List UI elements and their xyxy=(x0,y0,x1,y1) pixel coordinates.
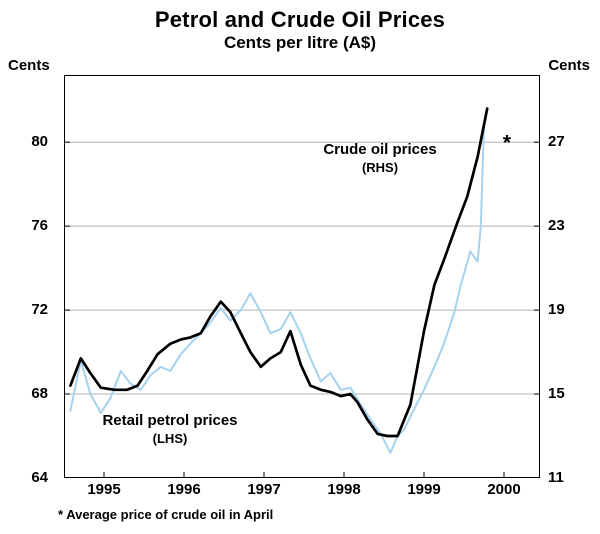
x-axis-tick-label-1997: 1997 xyxy=(247,481,281,498)
series-retail-petrol-line xyxy=(69,107,489,438)
left-axis-tick-label-68: 68 xyxy=(31,385,48,403)
right-axis-unit-label: Cents xyxy=(548,57,590,74)
annotation-crude-axis-note: (RHS) xyxy=(361,160,399,175)
plot-area: Crude oil prices (RHS) Retail petrol pri… xyxy=(64,75,540,478)
series-crude-oil-line xyxy=(69,122,485,454)
left-axis-tick-label-72: 72 xyxy=(31,301,48,319)
right-axis-tick-label-11: 11 xyxy=(548,469,564,486)
x-axis-tick-label-1996: 1996 xyxy=(167,481,201,498)
right-axis-tick-label-15: 15 xyxy=(548,385,565,403)
annotation-crude-label: Crude oil prices xyxy=(323,141,437,158)
x-axis-tick-label-1995: 1995 xyxy=(87,481,121,498)
chart-title: Petrol and Crude Oil Prices xyxy=(154,7,446,32)
left-axis-unit-label: Cents xyxy=(8,57,50,74)
x-axis-tick-label-1999: 1999 xyxy=(407,481,441,498)
chart-footnote: * Average price of crude oil in April xyxy=(58,507,274,522)
annotation-april-crude-asterisk: * xyxy=(502,131,512,155)
annotation-retail-petrol-prices: Retail petrol prices (LHS) xyxy=(102,412,237,446)
annotation-crude-oil-prices: Crude oil prices (RHS) xyxy=(323,141,436,175)
chart-svg xyxy=(64,75,540,478)
left-axis-tick-label-76: 76 xyxy=(31,217,48,235)
left-axis-tick-label-64: 64 xyxy=(31,469,48,486)
left-axis-tick-label-80: 80 xyxy=(31,133,48,151)
right-axis-tick-label-27: 27 xyxy=(548,133,565,151)
x-axis-tick-label-2000: 2000 xyxy=(487,481,521,498)
annotation-petrol-label: Retail petrol prices xyxy=(102,412,238,429)
annotation-petrol-axis-note: (LHS) xyxy=(152,431,188,446)
right-axis-tick-label-19: 19 xyxy=(548,301,565,319)
chart-subtitle: Cents per litre (A$) xyxy=(223,33,377,52)
plot-frame xyxy=(64,75,540,478)
right-axis-tick-label-23: 23 xyxy=(548,217,565,235)
x-axis-tick-label-1998: 1998 xyxy=(327,481,361,498)
